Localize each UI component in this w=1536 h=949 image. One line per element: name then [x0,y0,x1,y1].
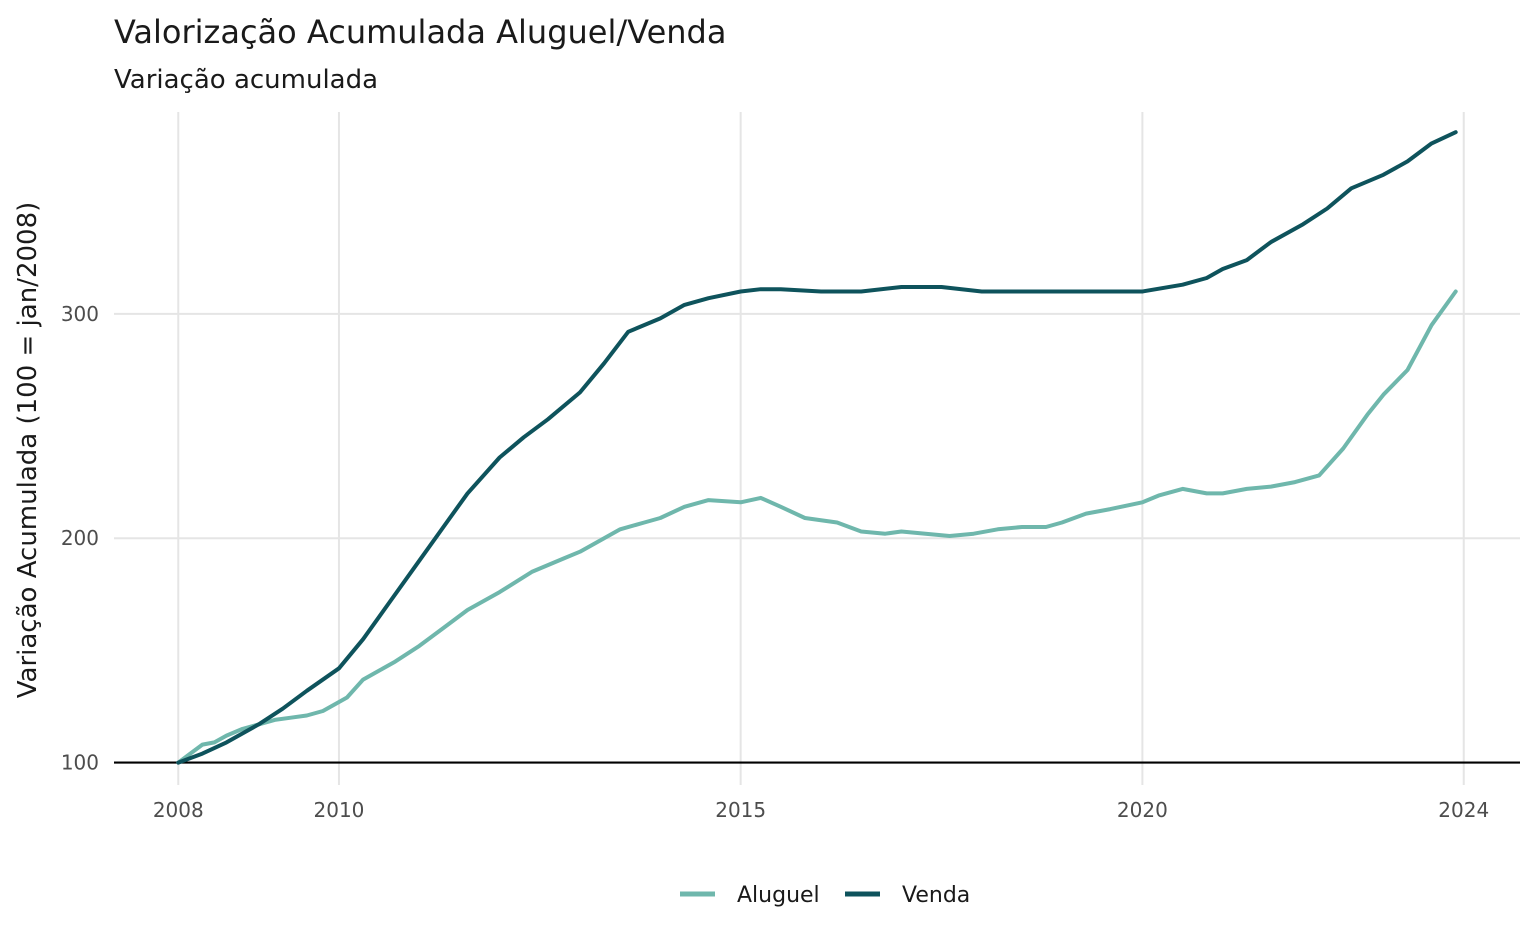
x-axis-ticks: 2008 2010 2015 2020 2024 [153,798,1489,822]
series-line-venda [176,130,1458,765]
x-tick-label: 2024 [1438,798,1489,822]
legend: Aluguel Venda [680,883,970,908]
series-lines [176,130,1458,765]
legend-label-venda: Venda [902,883,970,908]
y-tick-label: 200 [61,526,99,550]
series-line-aluguel [176,289,1458,765]
legend-label-aluguel: Aluguel [737,883,820,908]
x-tick-label: 2010 [314,798,365,822]
chart-subtitle: Variação acumulada [114,65,378,95]
x-tick-label: 2008 [153,798,204,822]
y-axis-label: Variação Acumulada (100 = jan/2008) [13,202,43,699]
chart-title: Valorização Acumulada Aluguel/Venda [114,13,726,51]
y-tick-label: 300 [61,302,99,326]
x-tick-label: 2015 [715,798,766,822]
y-axis-ticks: 100 200 300 [61,302,99,775]
y-tick-label: 100 [61,751,99,775]
x-tick-label: 2020 [1117,798,1168,822]
gridlines [114,112,1520,785]
